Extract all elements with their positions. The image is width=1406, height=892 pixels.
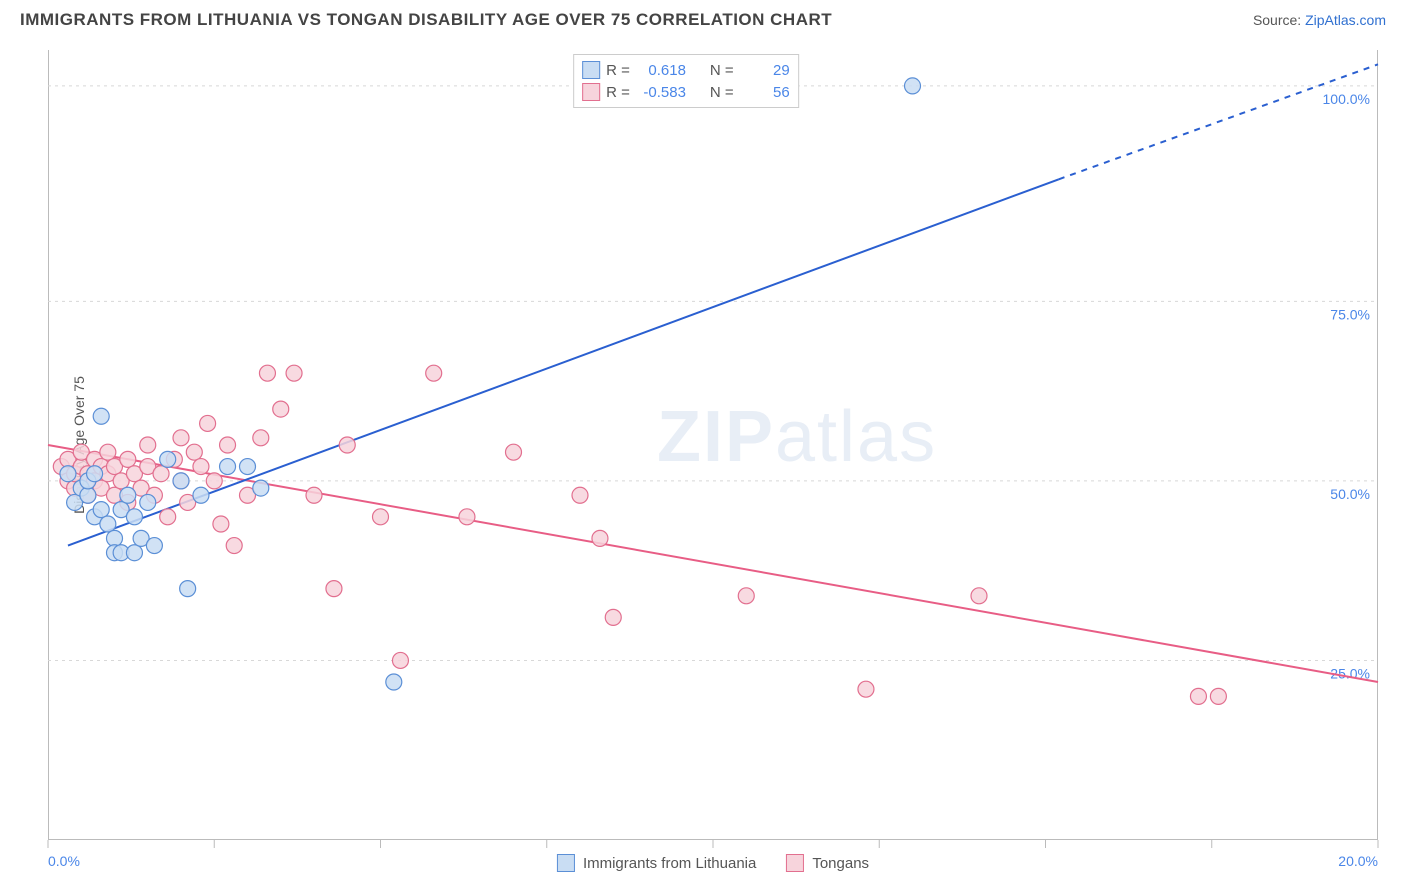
data-point-pink bbox=[572, 487, 588, 503]
stats-row-pink: R = -0.583 N = 56 bbox=[582, 81, 790, 103]
scatter-chart: Disability Age Over 75 ZIPatlas 25.0%50.… bbox=[48, 50, 1378, 840]
data-point-pink bbox=[373, 509, 389, 525]
data-point-pink bbox=[605, 609, 621, 625]
data-point-pink bbox=[1210, 688, 1226, 704]
n-value-pink: 56 bbox=[740, 84, 790, 101]
data-point-blue bbox=[60, 466, 76, 482]
legend-label-blue: Immigrants from Lithuania bbox=[583, 855, 756, 872]
data-point-pink bbox=[286, 365, 302, 381]
x-tick-label: 20.0% bbox=[1338, 853, 1378, 869]
data-point-blue bbox=[126, 509, 142, 525]
data-point-pink bbox=[220, 437, 236, 453]
data-point-pink bbox=[186, 444, 202, 460]
data-point-pink bbox=[1190, 688, 1206, 704]
trend-line-blue-dashed bbox=[1059, 64, 1378, 179]
chart-header: IMMIGRANTS FROM LITHUANIA VS TONGAN DISA… bbox=[0, 0, 1406, 35]
data-point-pink bbox=[273, 401, 289, 417]
data-point-pink bbox=[140, 437, 156, 453]
data-point-blue bbox=[386, 674, 402, 690]
data-point-pink bbox=[426, 365, 442, 381]
data-point-pink bbox=[326, 581, 342, 597]
data-point-pink bbox=[200, 415, 216, 431]
data-point-blue bbox=[87, 466, 103, 482]
data-point-blue bbox=[173, 473, 189, 489]
data-point-pink bbox=[592, 530, 608, 546]
data-point-pink bbox=[306, 487, 322, 503]
data-point-pink bbox=[392, 652, 408, 668]
data-point-blue bbox=[140, 494, 156, 510]
data-point-pink bbox=[259, 365, 275, 381]
data-point-pink bbox=[226, 538, 242, 554]
r-value-blue: 0.618 bbox=[636, 62, 686, 79]
data-point-blue bbox=[120, 487, 136, 503]
data-point-pink bbox=[120, 451, 136, 467]
data-point-blue bbox=[100, 516, 116, 532]
source-attribution: Source: ZipAtlas.com bbox=[1253, 12, 1386, 28]
data-layer bbox=[48, 50, 1378, 840]
data-point-pink bbox=[193, 459, 209, 475]
data-point-pink bbox=[100, 444, 116, 460]
r-label: R = bbox=[606, 84, 630, 101]
data-point-blue bbox=[240, 459, 256, 475]
stats-row-blue: R = 0.618 N = 29 bbox=[582, 59, 790, 81]
trend-line-pink bbox=[48, 445, 1378, 682]
data-point-pink bbox=[153, 466, 169, 482]
r-label: R = bbox=[606, 62, 630, 79]
source-link[interactable]: ZipAtlas.com bbox=[1305, 12, 1386, 28]
data-point-pink bbox=[459, 509, 475, 525]
data-point-pink bbox=[339, 437, 355, 453]
n-label: N = bbox=[710, 84, 734, 101]
data-point-blue bbox=[160, 451, 176, 467]
data-point-blue bbox=[146, 538, 162, 554]
source-label: Source: bbox=[1253, 12, 1305, 28]
data-point-blue bbox=[905, 78, 921, 94]
data-point-blue bbox=[126, 545, 142, 561]
data-point-blue bbox=[180, 581, 196, 597]
correlation-stats-box: R = 0.618 N = 29 R = -0.583 N = 56 bbox=[573, 54, 799, 108]
data-point-blue bbox=[93, 408, 109, 424]
data-point-pink bbox=[206, 473, 222, 489]
legend-item-pink: Tongans bbox=[786, 854, 869, 872]
x-tick-label: 0.0% bbox=[48, 853, 80, 869]
data-point-pink bbox=[971, 588, 987, 604]
legend-swatch-blue bbox=[582, 61, 600, 79]
legend-item-blue: Immigrants from Lithuania bbox=[557, 854, 756, 872]
data-point-pink bbox=[738, 588, 754, 604]
n-value-blue: 29 bbox=[740, 62, 790, 79]
data-point-pink bbox=[160, 509, 176, 525]
data-point-blue bbox=[253, 480, 269, 496]
data-point-blue bbox=[107, 530, 123, 546]
legend-swatch-blue bbox=[557, 854, 575, 872]
data-point-blue bbox=[93, 502, 109, 518]
data-point-pink bbox=[858, 681, 874, 697]
data-point-pink bbox=[173, 430, 189, 446]
data-point-pink bbox=[213, 516, 229, 532]
r-value-pink: -0.583 bbox=[636, 84, 686, 101]
data-point-pink bbox=[506, 444, 522, 460]
n-label: N = bbox=[710, 62, 734, 79]
data-point-blue bbox=[193, 487, 209, 503]
data-point-pink bbox=[253, 430, 269, 446]
chart-title: IMMIGRANTS FROM LITHUANIA VS TONGAN DISA… bbox=[20, 10, 832, 30]
trend-line-blue bbox=[68, 179, 1059, 545]
series-legend: Immigrants from Lithuania Tongans bbox=[557, 854, 869, 872]
legend-swatch-pink bbox=[786, 854, 804, 872]
data-point-blue bbox=[80, 487, 96, 503]
legend-swatch-pink bbox=[582, 83, 600, 101]
data-point-blue bbox=[220, 459, 236, 475]
legend-label-pink: Tongans bbox=[812, 855, 869, 872]
